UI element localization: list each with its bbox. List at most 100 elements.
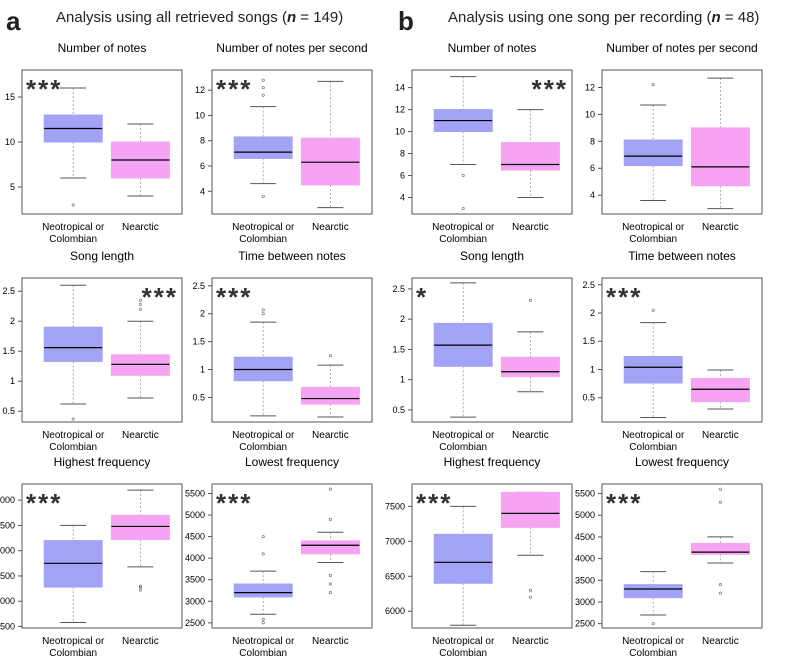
- iqr-box: [300, 386, 360, 405]
- y-tick-label: 7000: [385, 536, 405, 546]
- y-tick-label: 10: [195, 110, 205, 120]
- outlier-point: [328, 573, 332, 577]
- iqr-box: [500, 142, 560, 171]
- box-nearctic: [500, 491, 560, 599]
- outlier-point: [328, 582, 332, 586]
- outlier-point: [71, 203, 75, 207]
- iqr-box: [233, 583, 293, 598]
- outlier-point: [261, 312, 265, 316]
- y-tick-label: 12: [195, 85, 205, 95]
- box-neotropical: [233, 535, 293, 625]
- box-neotropical: [43, 284, 103, 421]
- box-nearctic: [110, 489, 170, 592]
- outlier-point: [718, 487, 722, 491]
- iqr-box: [43, 326, 103, 362]
- box-nearctic: [690, 77, 750, 210]
- category-label: Nearctic: [122, 636, 159, 647]
- plot-title: Number of notes per second: [606, 41, 757, 55]
- iqr-box: [623, 355, 683, 384]
- y-tick-label: 1.5: [392, 344, 405, 354]
- y-tick-label: 5000: [575, 510, 595, 520]
- category-label: Nearctic: [702, 636, 739, 647]
- category-label: Nearctic: [512, 636, 549, 647]
- category-label: Neotropical or Colombian: [232, 636, 295, 659]
- significance-marker: ***: [216, 282, 252, 312]
- plot-frame: [411, 69, 573, 215]
- iqr-box: [500, 356, 560, 378]
- y-tick-label: 4000: [575, 554, 595, 564]
- box-neotropical: [433, 282, 493, 418]
- significance-marker: ***: [216, 488, 252, 518]
- box-nearctic: [500, 109, 560, 199]
- box-neotropical: [623, 308, 683, 418]
- significance-marker: ***: [142, 282, 178, 312]
- outlier-point: [261, 308, 265, 312]
- y-tick-label: 1: [200, 365, 205, 375]
- category-label: Neotropical or Colombian: [622, 636, 685, 659]
- y-tick-label: 4: [590, 190, 595, 200]
- plot-frame: [411, 483, 573, 629]
- box-neotropical: [433, 76, 493, 211]
- category-label: Neotropical or Colombian: [622, 222, 685, 245]
- y-tick-label: 1.5: [2, 346, 15, 356]
- plot-frame: [601, 277, 763, 423]
- outlier-point: [261, 78, 265, 82]
- box-plot-8: Time between notes 0.5 1 1.5 2 2.5 Neotropical…: [582, 249, 763, 453]
- significance-marker: ***: [532, 74, 568, 104]
- plot-title: Highest frequency: [54, 455, 151, 469]
- category-label: Neotropical or Colombian: [232, 222, 295, 245]
- plot-frame: [211, 277, 373, 423]
- y-tick-label: 2.5: [192, 281, 205, 291]
- y-tick-label: 4500: [185, 532, 205, 542]
- box-plot-10: Lowest frequency 2500 3000 3500 4000 4500 5000…: [185, 455, 373, 659]
- y-tick-label: 8: [590, 136, 595, 146]
- y-tick-label: 5500: [575, 489, 595, 499]
- y-tick-label: 1: [400, 375, 405, 385]
- box-neotropical: [43, 87, 103, 207]
- y-tick-label: 3000: [185, 596, 205, 606]
- outlier-point: [138, 588, 142, 592]
- iqr-box: [500, 491, 560, 528]
- y-tick-label: 8000: [0, 495, 15, 505]
- box-plot-6: Time between notes 0.5 1 1.5 2 2.5 Neotropical…: [192, 249, 373, 453]
- outlier-point: [328, 354, 332, 358]
- plot-frame: [211, 483, 373, 629]
- box-neotropical: [43, 524, 103, 623]
- plot-frame: [411, 277, 573, 423]
- plot-title: Lowest frequency: [245, 455, 339, 469]
- box-plot-4: Number of notes per second 4 6 8 10 12 Neotrop…: [585, 41, 763, 245]
- y-tick-label: 5500: [0, 621, 15, 631]
- outlier-point: [261, 617, 265, 621]
- outlier-point: [718, 500, 722, 504]
- outlier-point: [261, 535, 265, 539]
- outlier-point: [261, 194, 265, 198]
- y-tick-label: 3500: [575, 575, 595, 585]
- box-nearctic: [690, 487, 750, 595]
- box-neotropical: [433, 505, 493, 626]
- significance-marker: ***: [606, 488, 642, 518]
- y-tick-label: 15: [5, 92, 15, 102]
- category-label: Nearctic: [512, 222, 549, 233]
- y-tick-label: 5000: [185, 510, 205, 520]
- category-label: Neotropical or Colombian: [232, 430, 295, 453]
- plot-title: Song length: [460, 249, 524, 263]
- panel-title-a-suffix: = 149): [296, 9, 344, 26]
- significance-marker: ***: [26, 74, 62, 104]
- y-tick-label: 0.5: [392, 405, 405, 415]
- outlier-point: [528, 588, 532, 592]
- iqr-box: [233, 136, 293, 159]
- box-nearctic: [300, 487, 360, 595]
- category-label: Neotropical or Colombian: [432, 222, 495, 245]
- iqr-box: [110, 514, 170, 541]
- outlier-point: [651, 83, 655, 87]
- y-tick-label: 6500: [385, 571, 405, 581]
- category-label: Nearctic: [312, 636, 349, 647]
- y-tick-label: 0.5: [192, 392, 205, 402]
- y-tick-label: 6000: [0, 596, 15, 606]
- plot-title: Song length: [70, 249, 134, 263]
- iqr-box: [433, 533, 493, 584]
- panel-title-b: Analysis using one song per recording (n…: [448, 9, 759, 26]
- outlier-point: [71, 417, 75, 421]
- plot-frame: [601, 483, 763, 629]
- y-tick-label: 7000: [0, 546, 15, 556]
